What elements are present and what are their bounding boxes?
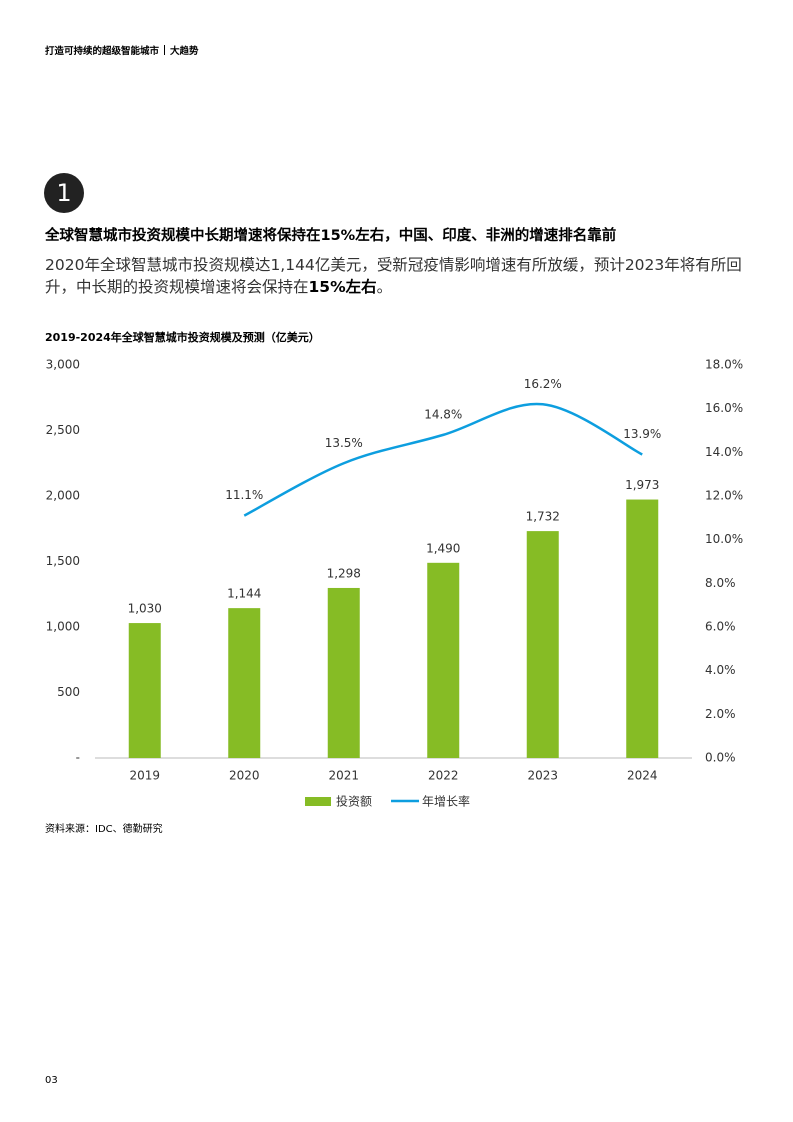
heading: 全球智慧城市投资规模中长期增速将保持在15%左右，中国、印度、非洲的增速排名靠前 — [45, 228, 617, 244]
y2-tick-label: 18.0% — [705, 358, 743, 372]
y-tick-label: 1,000 — [46, 620, 80, 634]
paragraph: 2020年全球智慧城市投资规模达1,144亿美元，受新冠疫情影响增速有所放缓，预… — [45, 254, 757, 298]
bar-value-label: 1,973 — [625, 478, 659, 492]
x-tick-label: 2021 — [328, 769, 359, 783]
y-tick-label: 500 — [57, 685, 80, 699]
x-tick-label: 2024 — [627, 769, 658, 783]
bar-value-label: 1,298 — [327, 566, 361, 580]
line-value-label: 13.5% — [325, 436, 363, 450]
x-tick-label: 2023 — [527, 769, 558, 783]
bar-value-label: 1,732 — [526, 510, 560, 524]
y2-tick-label: 16.0% — [705, 401, 743, 415]
header-title: 打造可持续的超级智能城市 — [45, 46, 160, 57]
header: 打造可持续的超级智能城市 大趋势 — [45, 43, 199, 57]
page-number: 03 — [45, 1075, 58, 1086]
source: 资料来源：IDC、德勤研究 — [45, 824, 163, 835]
line-value-label: 16.2% — [524, 377, 562, 391]
bar — [626, 499, 659, 758]
separator — [164, 45, 166, 55]
line — [243, 402, 643, 517]
line-value-label: 14.8% — [424, 407, 462, 421]
y-tick-label: 3,000 — [46, 358, 80, 372]
y-tick-label: 1,500 — [46, 554, 80, 568]
x-tick-label: 2022 — [428, 769, 459, 783]
bar-value-label: 1,144 — [227, 587, 261, 601]
bar — [228, 608, 261, 758]
bar — [327, 587, 360, 758]
y2-tick-label: 10.0% — [705, 532, 743, 546]
y-tick-label: 2,500 — [46, 423, 80, 437]
bar — [526, 531, 559, 758]
chart: 2019-2024年全球智慧城市投资规模及预测（亿美元） - 500 1,000 1,… — [45, 330, 743, 809]
bar — [128, 623, 161, 758]
bar-value-label: 1,490 — [426, 541, 460, 555]
y-tick-label: 2,000 — [46, 489, 80, 503]
y2-tick-label: 4.0% — [705, 663, 736, 677]
chart-title: 2019-2024年全球智慧城市投资规模及预测（亿美元） — [45, 330, 320, 344]
header-section: 大趋势 — [170, 46, 199, 57]
y2-tick-label: 6.0% — [705, 620, 736, 634]
legend-label: 投资额 — [336, 794, 372, 809]
x-tick-label: 2020 — [229, 769, 260, 783]
y-tick-label: - — [76, 751, 80, 765]
legend-swatch — [305, 797, 331, 806]
line-value-label: 11.1% — [225, 488, 263, 502]
bar-value-label: 1,030 — [128, 602, 162, 616]
section-number: 1 — [44, 173, 84, 213]
x-tick-label: 2019 — [129, 769, 160, 783]
y2-tick-label: 12.0% — [705, 489, 743, 503]
y2-tick-label: 2.0% — [705, 707, 736, 721]
bar — [427, 562, 460, 758]
y2-tick-label: 0.0% — [705, 751, 736, 765]
y2-tick-label: 14.0% — [705, 445, 743, 459]
paragraph-bold: 15%左右 — [308, 278, 377, 296]
paragraph-text: 2020年全球智慧城市投资规模达1,144亿美元，受新冠疫情影响增速有所放缓，预… — [45, 256, 742, 296]
y2-tick-label: 8.0% — [705, 576, 736, 590]
paragraph-end: 。 — [376, 278, 393, 296]
line-value-label: 13.9% — [623, 427, 661, 441]
legend-label: 年增长率 — [422, 794, 470, 809]
